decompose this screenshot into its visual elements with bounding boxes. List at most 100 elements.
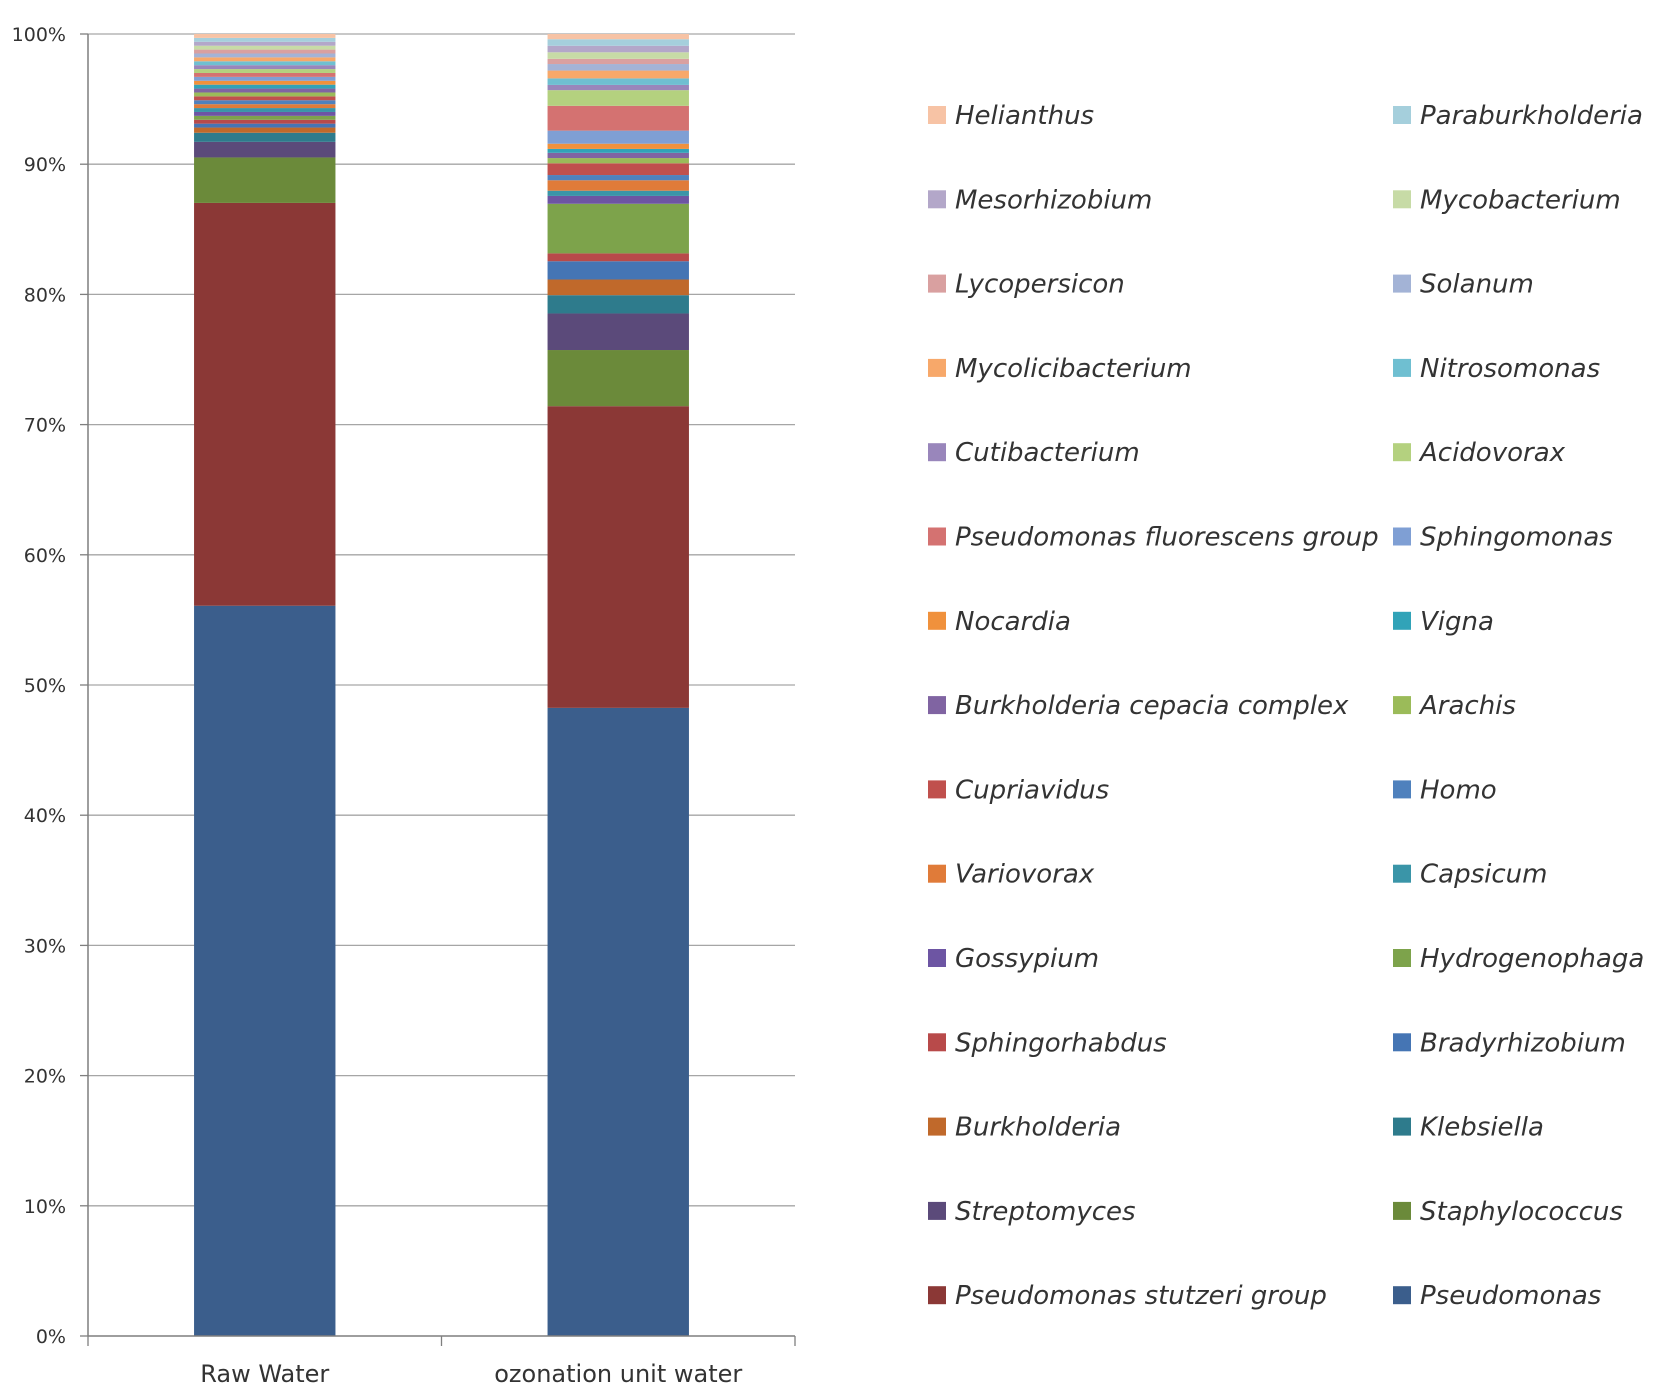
bar-segment-raw-water-helianthus bbox=[194, 34, 336, 38]
y-tick-label: 40% bbox=[24, 805, 66, 827]
legend-label-nitrosomonas: Nitrosomonas bbox=[1420, 354, 1600, 384]
legend-label-helianthus: Helianthus bbox=[955, 101, 1094, 131]
bar-segment-raw-water-solanum bbox=[194, 53, 336, 58]
bar-segment-ozonation-unit-water-capsicum bbox=[547, 190, 689, 196]
legend-swatch-nitrosomonas bbox=[1393, 358, 1411, 377]
legend-label-burkholderia-cepacia-complex: Burkholderia cepacia complex bbox=[955, 691, 1349, 721]
x-category-label-ozonation-unit-water: ozonation unit water bbox=[494, 1360, 742, 1388]
legend-label-staphylococcus: Staphylococcus bbox=[1420, 1197, 1623, 1227]
y-tick-label: 10% bbox=[24, 1196, 66, 1218]
legend-label-variovorax: Variovorax bbox=[955, 860, 1095, 890]
bar-segment-ozonation-unit-water-homo bbox=[547, 175, 689, 181]
legend-label-mesorhizobium: Mesorhizobium bbox=[955, 185, 1152, 215]
bar-segment-raw-water-sphingorhabdus bbox=[194, 119, 336, 124]
legend-label-pseudomonas-fluorescens-group: Pseudomonas fluorescens group bbox=[955, 523, 1379, 553]
bar-segment-raw-water-mesorhizobium bbox=[194, 41, 336, 46]
bar-segment-ozonation-unit-water-sphingomonas bbox=[547, 130, 689, 144]
legend-label-klebsiella: Klebsiella bbox=[1420, 1113, 1544, 1143]
bar-segment-raw-water-capsicum bbox=[194, 108, 336, 112]
bar-segment-ozonation-unit-water-variovorax bbox=[547, 180, 689, 191]
legend-label-bradyrhizobium: Bradyrhizobium bbox=[1420, 1028, 1626, 1058]
legend-swatch-solanum bbox=[1393, 274, 1411, 293]
bar-segment-ozonation-unit-water-hydrogenophaga bbox=[547, 203, 689, 254]
legend-swatch-vigna bbox=[1393, 611, 1411, 630]
bar-segment-ozonation-unit-water-cupriavidus bbox=[547, 163, 689, 176]
bar-segment-raw-water-variovorax bbox=[194, 104, 336, 109]
bar-segment-raw-water-nocardia bbox=[194, 80, 336, 85]
legend-label-lycopersicon: Lycopersicon bbox=[955, 270, 1125, 300]
legend-label-homo: Homo bbox=[1420, 775, 1497, 805]
bars bbox=[194, 34, 689, 1336]
legend: Helianthus Mesorhizobium Lycopersicon Mycol… bbox=[928, 101, 1644, 1311]
bar-segment-ozonation-unit-water-nocardia bbox=[547, 143, 689, 149]
bar-segment-raw-water-staphylococcus bbox=[194, 157, 336, 203]
bar-segment-ozonation-unit-water-vigna bbox=[547, 148, 689, 153]
legend-label-solanum: Solanum bbox=[1420, 270, 1534, 300]
legend-swatch-mycolicibacterium bbox=[928, 358, 946, 377]
legend-swatch-hydrogenophaga bbox=[1393, 949, 1411, 967]
bar-segment-raw-water-pseudomonas bbox=[194, 605, 336, 1336]
legend-swatch-burkholderia bbox=[928, 1117, 946, 1136]
axes: 0% 10% 20% 30% 40% 50% 60% 70% 80% 90% 100% Raw Wat… bbox=[12, 24, 796, 1388]
legend-swatch-pseudomonas bbox=[1393, 1286, 1411, 1305]
bar-segment-ozonation-unit-water-staphylococcus bbox=[547, 350, 689, 407]
bar-segment-ozonation-unit-water-acidovorax bbox=[547, 90, 689, 106]
bar-segment-ozonation-unit-water-klebsiella bbox=[547, 295, 689, 314]
legend-swatch-mesorhizobium bbox=[928, 190, 946, 209]
bar-segment-ozonation-unit-water-paraburkholderia bbox=[547, 39, 689, 46]
legend-label-mycolicibacterium: Mycolicibacterium bbox=[955, 354, 1192, 384]
bar-segment-raw-water-arachis bbox=[194, 92, 336, 97]
legend-swatch-sphingorhabdus bbox=[928, 1033, 946, 1052]
legend-label-mycobacterium: Mycobacterium bbox=[1420, 185, 1621, 215]
bar-segment-ozonation-unit-water-arachis bbox=[547, 158, 689, 164]
legend-label-acidovorax: Acidovorax bbox=[1418, 438, 1566, 468]
x-category-label-raw-water: Raw Water bbox=[200, 1360, 329, 1388]
y-tick-label: 90% bbox=[24, 154, 66, 176]
legend-label-burkholderia: Burkholderia bbox=[955, 1113, 1121, 1143]
legend-swatch-mycobacterium bbox=[1393, 190, 1411, 209]
legend-label-nocardia: Nocardia bbox=[955, 607, 1071, 637]
y-tick-label: 100% bbox=[12, 24, 66, 46]
legend-label-pseudomonas: Pseudomonas bbox=[1420, 1281, 1601, 1311]
bar-segment-raw-water-hydrogenophaga bbox=[194, 115, 336, 120]
legend-label-arachis: Arachis bbox=[1418, 691, 1516, 721]
bar-segment-raw-water-pseudomonas-stutzeri-group bbox=[194, 202, 336, 606]
bar-segment-raw-water-pseudomonas-fluorescens-group bbox=[194, 72, 336, 77]
bar-segment-raw-water-burkholderia bbox=[194, 127, 336, 133]
bar-segment-ozonation-unit-water-pseudomonas-fluorescens-group bbox=[547, 105, 689, 131]
legend-swatch-arachis bbox=[1393, 696, 1411, 715]
legend-swatch-variovorax bbox=[928, 864, 946, 883]
bar-segment-ozonation-unit-water-mycobacterium bbox=[547, 52, 689, 59]
legend-swatch-bradyrhizobium bbox=[1393, 1033, 1411, 1052]
legend-swatch-lycopersicon bbox=[928, 274, 946, 293]
legend-swatch-nocardia bbox=[928, 611, 946, 630]
legend-swatch-gossypium bbox=[928, 949, 946, 967]
y-tick-label: 50% bbox=[24, 675, 66, 697]
legend-swatch-helianthus bbox=[928, 106, 946, 124]
legend-label-sphingomonas: Sphingomonas bbox=[1420, 523, 1613, 553]
legend-label-paraburkholderia: Paraburkholderia bbox=[1420, 101, 1643, 131]
bar-segment-raw-water-acidovorax bbox=[194, 69, 336, 73]
legend-swatch-paraburkholderia bbox=[1393, 106, 1411, 124]
bar-segment-ozonation-unit-water-sphingorhabdus bbox=[547, 253, 689, 262]
bar-segment-ozonation-unit-water-burkholderia-cepacia-complex bbox=[547, 152, 689, 159]
bar-segment-ozonation-unit-water-gossypium bbox=[547, 195, 689, 204]
bar-segment-raw-water-lycopersicon bbox=[194, 49, 336, 54]
bar-segment-raw-water-klebsiella bbox=[194, 132, 336, 142]
bar-segment-raw-water-paraburkholderia bbox=[194, 37, 336, 42]
legend-label-hydrogenophaga: Hydrogenophaga bbox=[1420, 944, 1644, 974]
legend-swatch-acidovorax bbox=[1393, 443, 1411, 462]
legend-swatch-homo bbox=[1393, 780, 1411, 799]
bar-segment-ozonation-unit-water-solanum bbox=[547, 64, 689, 71]
bar-segment-raw-water-nitrosomonas bbox=[194, 61, 336, 66]
bar-segment-ozonation-unit-water-mycolicibacterium bbox=[547, 70, 689, 79]
bar-segment-raw-water-vigna bbox=[194, 84, 336, 89]
legend-label-cutibacterium: Cutibacterium bbox=[955, 438, 1140, 468]
legend-label-gossypium: Gossypium bbox=[955, 944, 1099, 974]
bar-segment-ozonation-unit-water-helianthus bbox=[547, 34, 689, 40]
bar-segment-ozonation-unit-water-pseudomonas bbox=[547, 707, 689, 1336]
legend-swatch-pseudomonas-fluorescens-group bbox=[928, 527, 946, 546]
bar-segment-ozonation-unit-water-cutibacterium bbox=[547, 84, 689, 91]
